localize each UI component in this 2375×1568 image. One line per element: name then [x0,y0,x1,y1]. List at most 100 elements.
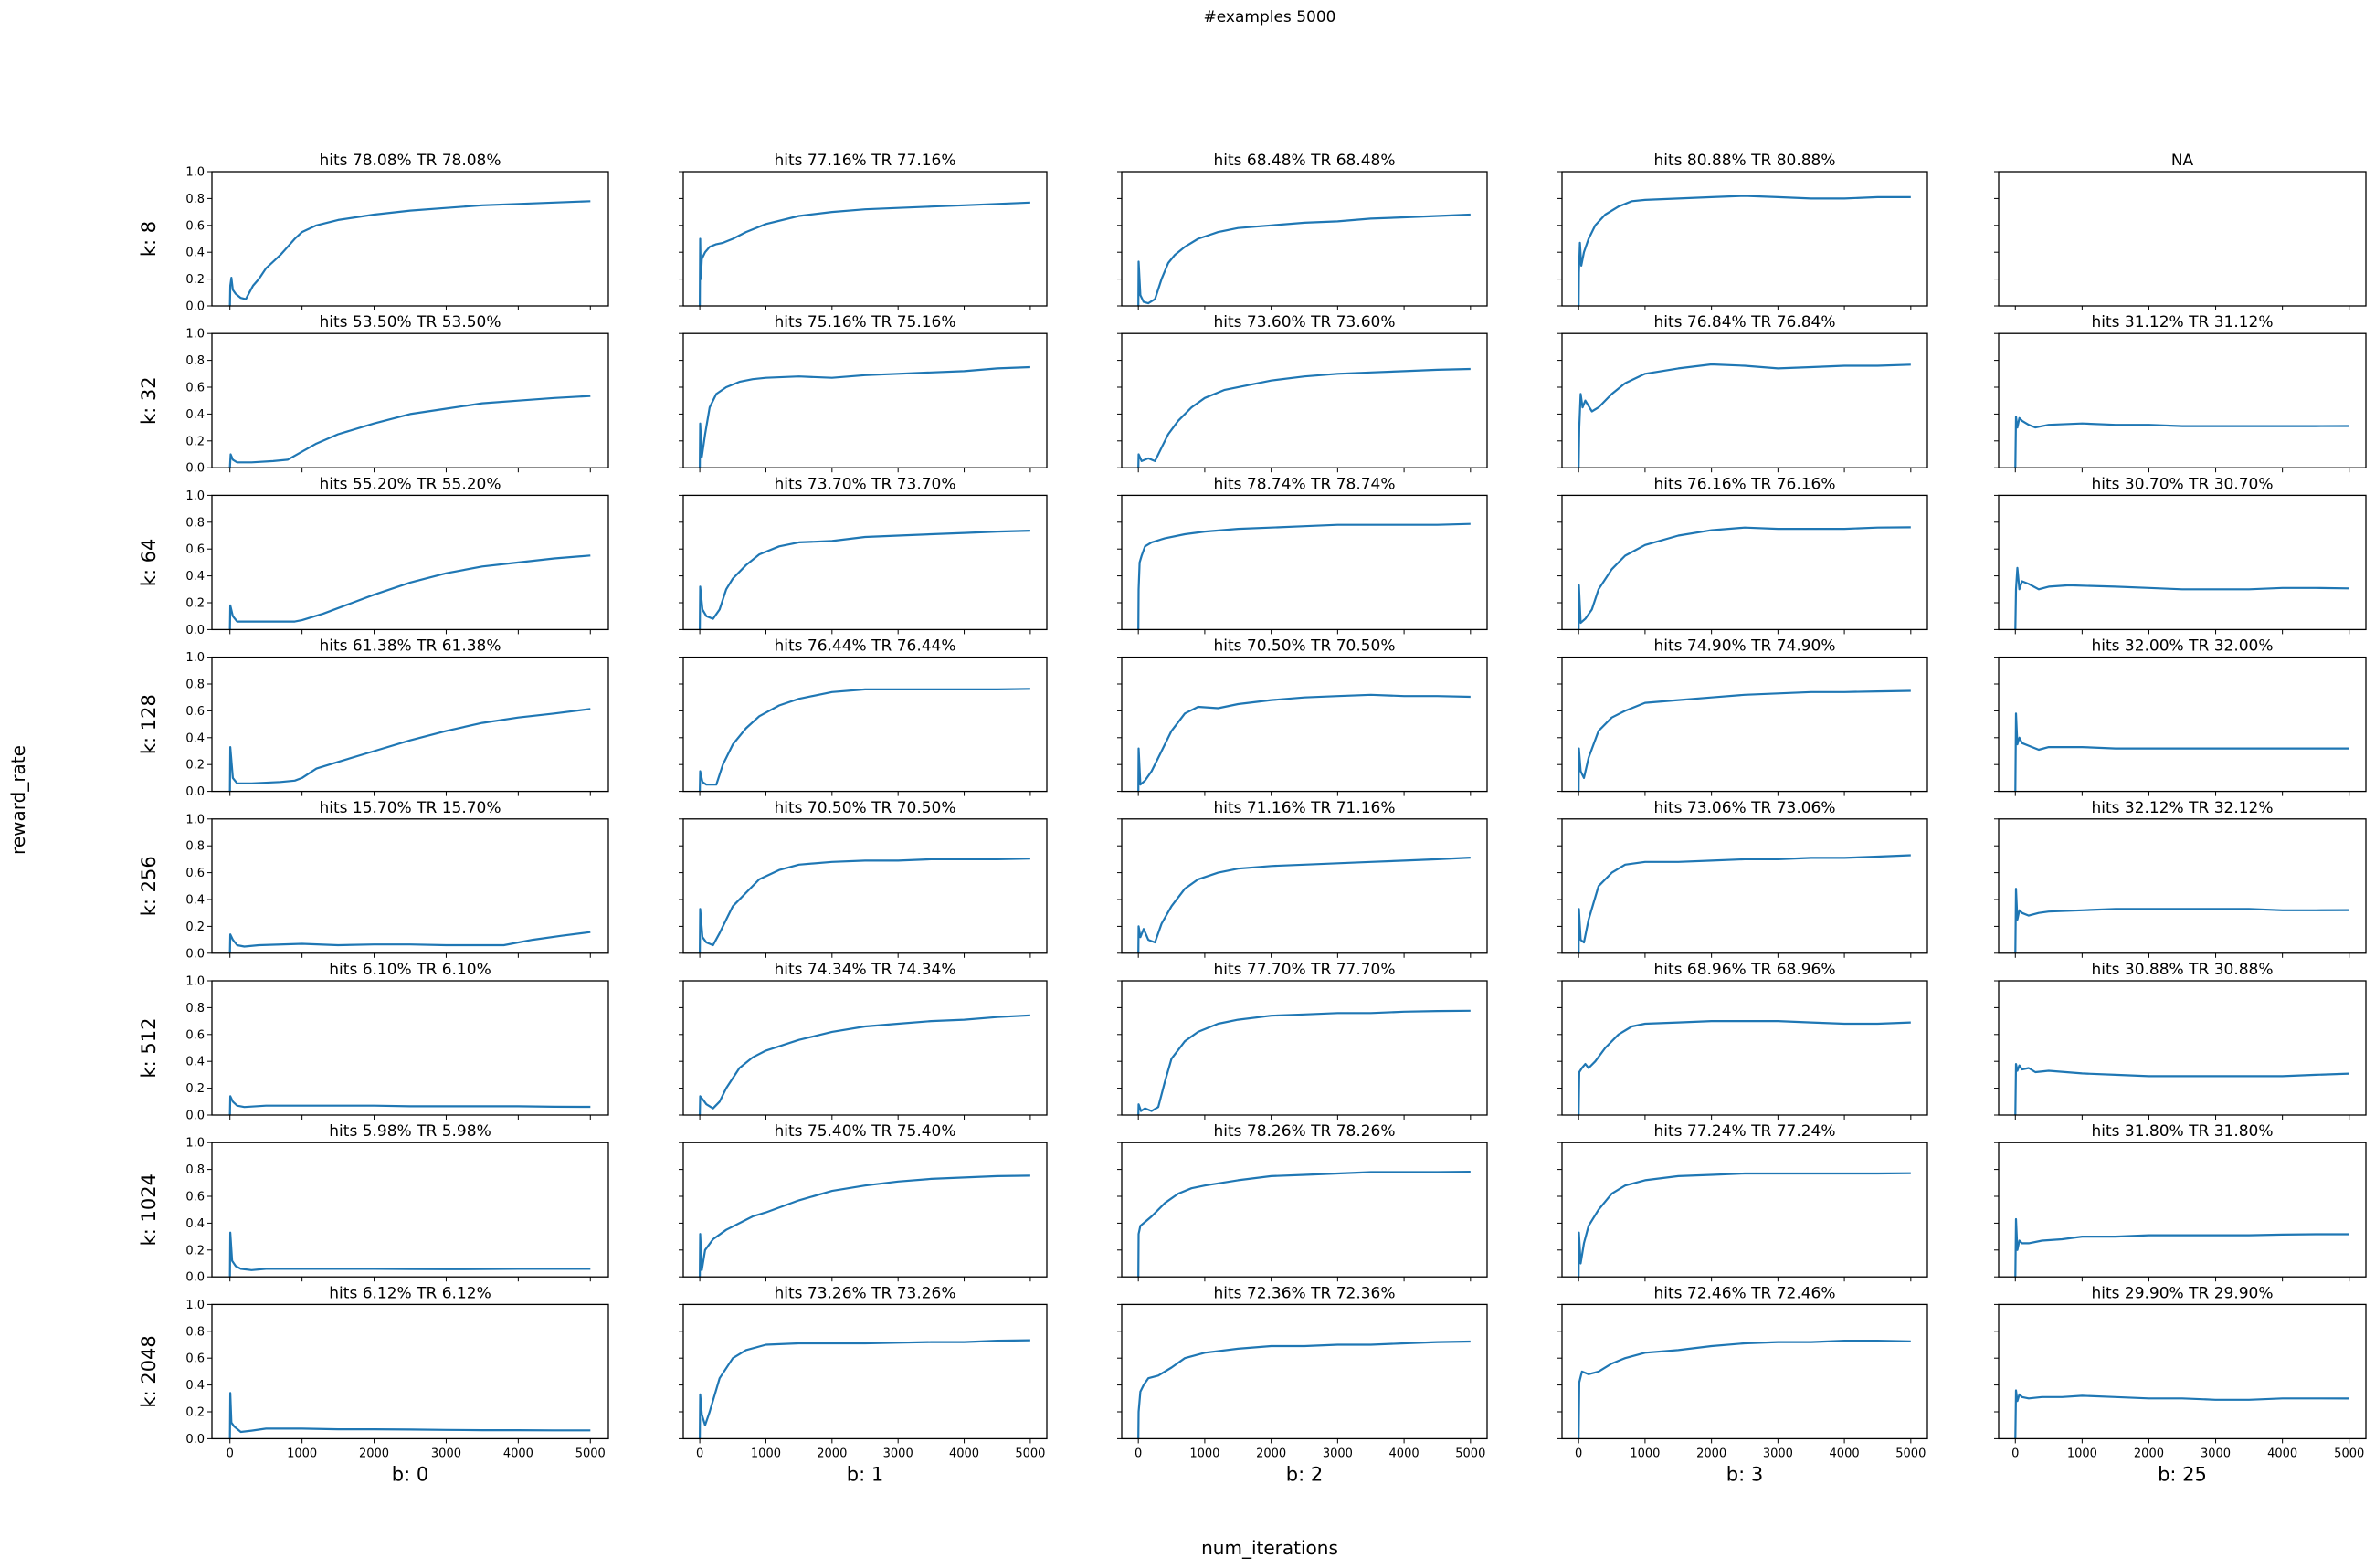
y-tick-label: 0.2 [185,597,205,611]
x-tick-label: 0 [2011,1447,2019,1460]
axes-frame [1561,1303,1928,1440]
panel-title: hits 77.70% TR 77.70% [1213,961,1395,979]
y-tick-label: 0.4 [185,408,205,422]
data-line [1137,1340,1471,1439]
y-tick-label: 0.2 [185,921,205,934]
axes-frame [1998,1303,2367,1440]
x-tick-label: 5000 [1895,1447,1926,1460]
x-tick-label: 1000 [1189,1447,1219,1460]
data-line [228,395,591,468]
subplot-panel: hits 73.60% TR 73.60% [1117,313,1488,473]
subplot-panel: hits 78.08% TR 78.08% 0.0 0.2 0.4 0.6 0.8 1.0 k… [138,152,609,314]
y-tick-label: 0.4 [185,731,205,745]
axes-frame [1121,494,1488,631]
y-tick-label: 0.8 [185,1002,205,1016]
axes-frame [1121,332,1488,468]
column-label: b: 3 [1726,1463,1763,1485]
row-label: k: 512 [138,1018,160,1079]
data-line [2014,1217,2349,1278]
axes-frame [1561,656,1928,793]
axes-frame [1561,818,1928,954]
axes-frame [211,818,609,954]
data-line [2014,712,2349,792]
panel-title: hits 61.38% TR 61.38% [319,637,501,656]
subplot-panel: hits 76.84% TR 76.84% [1557,313,1928,473]
axes-frame [211,1142,609,1278]
subplot-panel: hits 77.70% TR 77.70% [1117,961,1488,1120]
subplot-panel: hits 77.16% TR 77.16% [679,152,1048,310]
panel-title: hits 80.88% TR 80.88% [1653,152,1835,170]
axes-frame [211,1303,609,1440]
axes-frame [682,1142,1048,1278]
axes-frame [1561,1142,1928,1278]
data-line [2014,566,2349,630]
panel-title: hits 73.06% TR 73.06% [1653,799,1835,817]
row-label: k: 64 [138,539,160,587]
y-tick-label: 0.4 [185,1217,205,1231]
axes-frame [1121,1303,1488,1440]
panel-title: hits 31.12% TR 31.12% [2091,313,2273,331]
panel-title: hits 73.26% TR 73.26% [774,1284,955,1302]
data-line [699,1339,1030,1439]
x-tick-label: 5000 [575,1447,606,1460]
data-line [699,1014,1030,1116]
subplot-panel: hits 15.70% TR 15.70% 0.0 0.2 0.4 0.6 0.8 1.0 k… [138,799,609,961]
subplot-panel: hits 80.88% TR 80.88% [1557,152,1928,310]
panel-title: hits 77.16% TR 77.16% [774,152,955,170]
y-tick-label: 0.8 [185,1325,205,1339]
axes-frame [1561,171,1928,307]
axes-frame [1121,656,1488,793]
subplot-panel: NA [1994,152,2367,310]
axes-frame [1561,980,1928,1116]
x-tick-label: 4000 [503,1447,533,1460]
y-tick-label: 1.0 [185,651,205,665]
y-tick-label: 0.6 [185,705,205,719]
x-tick-label: 3000 [1323,1447,1353,1460]
panel-title: hits 68.96% TR 68.96% [1653,961,1835,979]
panel-title: hits 55.20% TR 55.20% [319,475,501,493]
data-line [699,201,1030,307]
y-tick-label: 0.0 [185,1110,205,1123]
data-line [2014,888,2349,953]
subplot-panel: hits 30.70% TR 30.70% [1994,475,2367,635]
subplot-panel: hits 70.50% TR 70.50% [1117,637,1488,796]
data-line [699,858,1030,953]
panel-title: hits 73.70% TR 73.70% [774,475,955,493]
y-tick-label: 0.0 [185,785,205,799]
panel-title: hits 70.50% TR 70.50% [774,799,955,817]
data-line [699,530,1030,630]
x-tick-label: 3000 [431,1447,461,1460]
subplot-panel: hits 61.38% TR 61.38% 0.0 0.2 0.4 0.6 0.8 1.0 k… [138,637,609,799]
column-label: b: 0 [392,1463,428,1485]
row-label: k: 32 [138,376,160,425]
x-tick-label: 0 [1575,1447,1582,1460]
x-tick-label: 0 [696,1447,703,1460]
row-label: k: 1024 [138,1173,160,1246]
x-tick-label: 2000 [817,1447,847,1460]
y-tick-label: 0.0 [185,1433,205,1447]
subplot-panel: hits 32.00% TR 32.00% [1994,637,2367,796]
panel-title: hits 32.00% TR 32.00% [2091,637,2273,656]
y-tick-label: 0.8 [185,516,205,530]
y-tick-label: 0.2 [185,1244,205,1258]
x-tick-label: 2000 [2134,1447,2164,1460]
data-line [1137,857,1471,953]
panel-title: hits 74.90% TR 74.90% [1653,637,1835,656]
subplot-panel: hits 74.34% TR 74.34% [679,961,1048,1120]
data-line [1137,522,1471,630]
axes-frame [1121,818,1488,954]
y-tick-label: 0.8 [185,1163,205,1177]
x-tick-label: 4000 [1830,1447,1860,1460]
data-line [699,688,1030,792]
data-line [1578,526,1911,630]
y-tick-label: 0.2 [185,759,205,773]
subplot-panel: hits 72.36% TR 72.36% 0 1000 2000 3000 4000 50… [1117,1284,1488,1485]
subplot-panel: hits 53.50% TR 53.50% 0.0 0.2 0.4 0.6 0.8 1.0 k… [138,313,609,476]
y-tick-label: 1.0 [185,489,205,503]
axes-frame [211,980,609,1116]
data-line [1578,1172,1911,1278]
data-line [699,1174,1030,1278]
axes-frame [211,332,609,468]
panel-title: hits 76.44% TR 76.44% [774,637,955,656]
